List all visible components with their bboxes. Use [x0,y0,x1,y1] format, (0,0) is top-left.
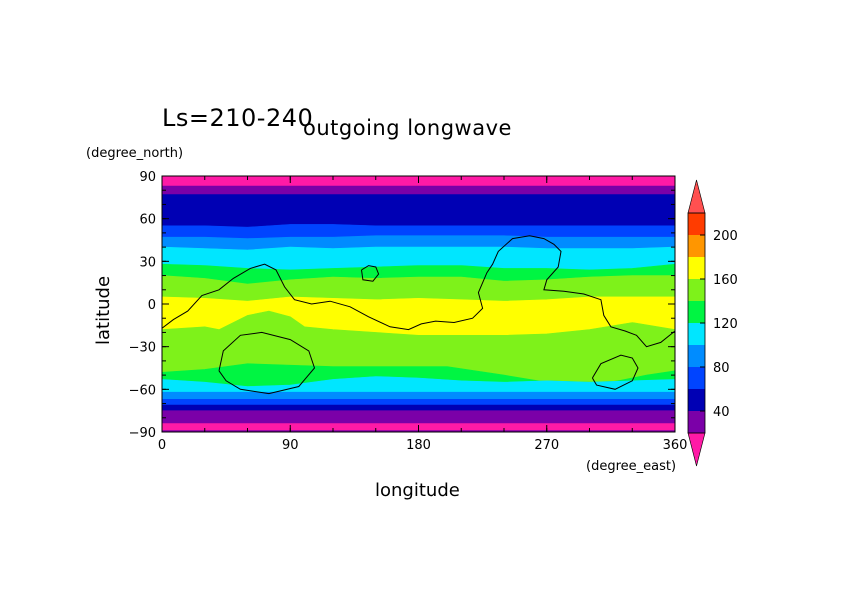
colorbar-segment [688,301,705,323]
x-axis-label: longitude [375,480,460,501]
colorbar-under-triangle [687,432,706,467]
band-14 [162,404,675,411]
x-tick-label: 270 [534,438,559,453]
season-label: Ls=210-240 [162,104,314,132]
chart-title: outgoing longwave [303,116,512,140]
y-tick-label: −30 [129,341,156,356]
colorbar-segment [688,235,705,257]
colorbar-segment [688,345,705,367]
contour-line-3 [591,354,639,390]
band-2 [162,194,675,228]
y-tick-label: 90 [139,170,156,185]
colorbar-segment [688,323,705,345]
colorbar-segment [688,411,705,433]
x-unit-label: (degree_east) [586,459,677,474]
band-1 [162,185,675,195]
y-tick-label: 0 [148,298,156,313]
contour-line-2 [218,331,316,395]
band-12 [162,391,675,400]
y-axis-label: latitude [93,275,114,345]
colorbar-segment [688,389,705,411]
y-axis-ticks: −90 −60 −30 0 30 60 90 [129,170,675,441]
colorbar-segment [688,213,705,235]
colorbar-tick-label: 40 [713,405,730,420]
colorbar-tick-label: 120 [713,317,738,332]
x-tick-label: 180 [406,438,431,453]
colorbar-tick-label: 160 [713,273,738,288]
colorbar-tick-label: 200 [713,229,738,244]
x-tick-label: 360 [663,438,688,453]
contour-line-1 [361,265,380,282]
y-tick-label: −90 [129,426,156,441]
y-unit-label: (degree_north) [86,146,184,161]
y-tick-label: 60 [139,213,156,228]
colorbar-over-triangle [687,179,706,214]
band-13 [162,399,675,406]
shaded-bands [162,176,675,432]
y-tick-label: −60 [129,383,156,398]
colorbar-tick-label: 80 [713,361,730,376]
band-15 [162,410,675,424]
contour-line-0 [162,235,675,348]
colorbar-segment [688,257,705,279]
x-tick-label: 90 [282,438,299,453]
y-tick-label: 30 [139,255,156,270]
contour-lines [162,235,675,395]
x-axis-ticks: 0 90 180 270 360 [158,176,688,453]
colorbar-segment [688,279,705,301]
colorbar-segment [688,367,705,389]
x-tick-label: 0 [158,438,166,453]
colorbar: 40 80 120 160 200 [687,179,738,467]
